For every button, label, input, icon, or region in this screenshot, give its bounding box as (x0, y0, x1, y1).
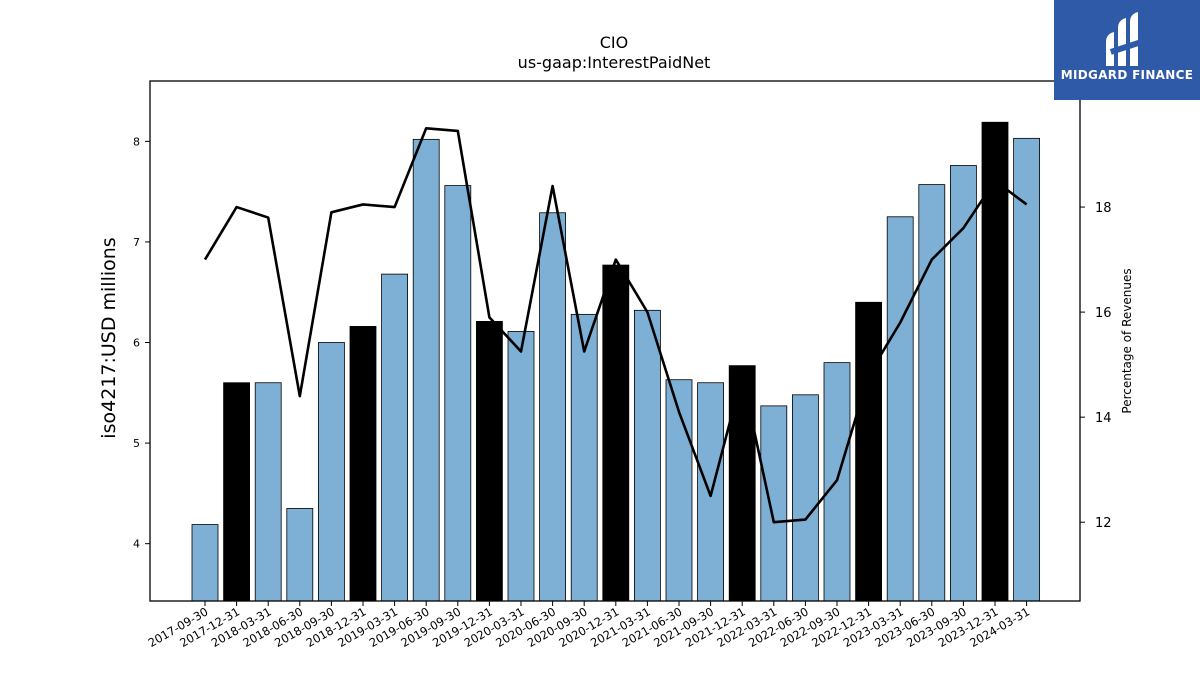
y-tick-label: 8 (133, 135, 140, 148)
chart-subtitle: us-gaap:InterestPaidNet (518, 53, 711, 72)
logo-text: MIDGARD FINANCE (1060, 68, 1194, 82)
bar-2018-12-31 (349, 326, 377, 602)
bar-2017-12-31 (223, 382, 251, 602)
bar-2024-03-31 (1013, 137, 1040, 602)
y2-tick-label: 14 (1095, 411, 1112, 426)
y2-tick-label: 12 (1095, 516, 1112, 531)
bar-2019-06-30 (412, 138, 440, 602)
bar-2018-09-30 (317, 342, 345, 602)
y2-tick-label: 18 (1095, 201, 1112, 216)
line-series (203, 126, 1028, 524)
bar-2019-09-30 (444, 185, 472, 602)
bar-2023-03-31 (886, 216, 914, 602)
bar-2017-09-30 (191, 524, 219, 602)
y-tick-label: 4 (133, 538, 140, 551)
bar-2019-03-31 (381, 273, 409, 602)
bar-2023-06-30 (918, 184, 946, 602)
bar-2021-03-31 (634, 309, 661, 602)
percentage-line (203, 126, 1028, 524)
chart-title: CIO (600, 33, 628, 52)
y-tick-label: 7 (133, 236, 140, 249)
y-tick-label: 5 (133, 437, 140, 450)
y2-axis-label: Percentage of Revenues (1120, 268, 1134, 413)
brand-logo: MIDGARD FINANCE (1054, 0, 1200, 100)
bar-2018-03-31 (254, 382, 282, 602)
bar-2020-03-31 (507, 331, 535, 602)
bar-2022-03-31 (760, 405, 788, 602)
bar-2020-09-30 (570, 313, 598, 602)
bar-2019-12-31 (475, 320, 503, 602)
bar-2023-09-30 (950, 165, 977, 602)
bar-2021-06-30 (665, 379, 693, 602)
bar-2022-12-31 (855, 301, 882, 602)
y2-tick-label: 16 (1095, 306, 1112, 321)
bar-series (191, 121, 1040, 602)
bar-2021-12-31 (728, 365, 756, 602)
bar-2020-12-31 (602, 264, 630, 602)
bar-2022-06-30 (792, 394, 819, 602)
plot-frame (149, 80, 1081, 602)
logo-mark-icon (1106, 12, 1143, 66)
bar-2020-06-30 (539, 212, 566, 602)
y-axis-label: iso4217:USD millions (98, 237, 120, 438)
y-tick-label: 6 (133, 337, 140, 350)
bar-2018-06-30 (286, 508, 314, 602)
bar-2023-12-31 (981, 121, 1009, 602)
